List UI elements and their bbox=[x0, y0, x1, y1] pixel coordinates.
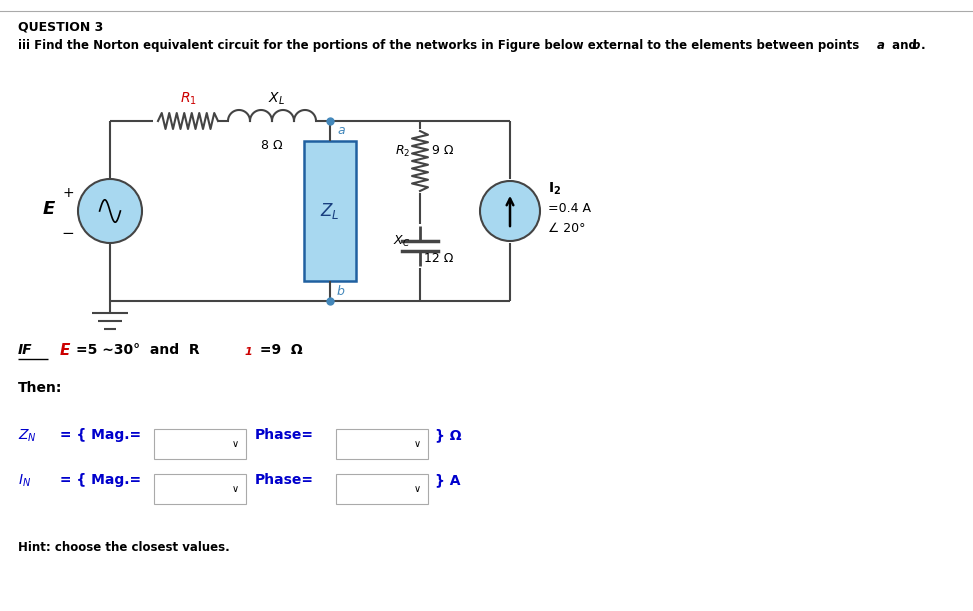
Text: } Ω: } Ω bbox=[435, 428, 461, 442]
Text: ∠ 20°: ∠ 20° bbox=[548, 222, 586, 235]
Text: 1: 1 bbox=[245, 347, 253, 357]
FancyBboxPatch shape bbox=[154, 474, 246, 504]
Text: =9  Ω: =9 Ω bbox=[255, 343, 303, 357]
Text: Hint: choose the closest values.: Hint: choose the closest values. bbox=[18, 541, 230, 554]
Text: $X_C$: $X_C$ bbox=[393, 233, 410, 249]
Text: 9 Ω: 9 Ω bbox=[432, 144, 453, 158]
Text: Phase=: Phase= bbox=[255, 473, 314, 487]
Bar bbox=[304, 141, 356, 281]
Text: $\mathbf{I_2}$: $\mathbf{I_2}$ bbox=[548, 181, 561, 197]
Text: $R_1$: $R_1$ bbox=[180, 90, 197, 107]
Text: $Z_L$: $Z_L$ bbox=[320, 201, 340, 221]
Text: } A: } A bbox=[435, 473, 460, 487]
Text: Phase=: Phase= bbox=[255, 428, 314, 442]
Text: IF: IF bbox=[18, 343, 33, 357]
Circle shape bbox=[78, 179, 142, 243]
Text: .: . bbox=[921, 39, 925, 52]
Text: −: − bbox=[61, 225, 74, 241]
Text: b: b bbox=[912, 39, 920, 52]
Text: QUESTION 3: QUESTION 3 bbox=[18, 21, 103, 34]
Text: iii Find the Norton equivalent circuit for the portions of the networks in Figur: iii Find the Norton equivalent circuit f… bbox=[18, 39, 863, 52]
Text: 12 Ω: 12 Ω bbox=[424, 252, 453, 265]
Text: = { Mag.=: = { Mag.= bbox=[55, 473, 141, 487]
FancyBboxPatch shape bbox=[336, 474, 428, 504]
FancyBboxPatch shape bbox=[336, 429, 428, 459]
Text: E: E bbox=[43, 200, 55, 218]
Text: =5 ∼30°  and  R: =5 ∼30° and R bbox=[76, 343, 199, 357]
Text: $R_2$: $R_2$ bbox=[395, 144, 410, 158]
Text: a: a bbox=[337, 124, 344, 137]
Text: $I_N$: $I_N$ bbox=[18, 473, 31, 489]
Text: E: E bbox=[60, 343, 70, 358]
Text: 8 Ω: 8 Ω bbox=[261, 139, 283, 152]
Text: Then:: Then: bbox=[18, 381, 62, 395]
Text: =0.4 A: =0.4 A bbox=[548, 202, 591, 216]
Text: = { Mag.=: = { Mag.= bbox=[55, 428, 141, 442]
Text: +: + bbox=[62, 186, 74, 200]
Text: ∨: ∨ bbox=[414, 439, 420, 449]
Circle shape bbox=[480, 181, 540, 241]
FancyBboxPatch shape bbox=[154, 429, 246, 459]
Text: ∨: ∨ bbox=[414, 484, 420, 494]
Text: $Z_N$: $Z_N$ bbox=[18, 428, 37, 444]
Text: a: a bbox=[877, 39, 884, 52]
Text: b: b bbox=[337, 285, 344, 298]
Text: and: and bbox=[888, 39, 921, 52]
Text: $X_L$: $X_L$ bbox=[268, 90, 284, 107]
Text: ∨: ∨ bbox=[232, 484, 238, 494]
Text: ∨: ∨ bbox=[232, 439, 238, 449]
